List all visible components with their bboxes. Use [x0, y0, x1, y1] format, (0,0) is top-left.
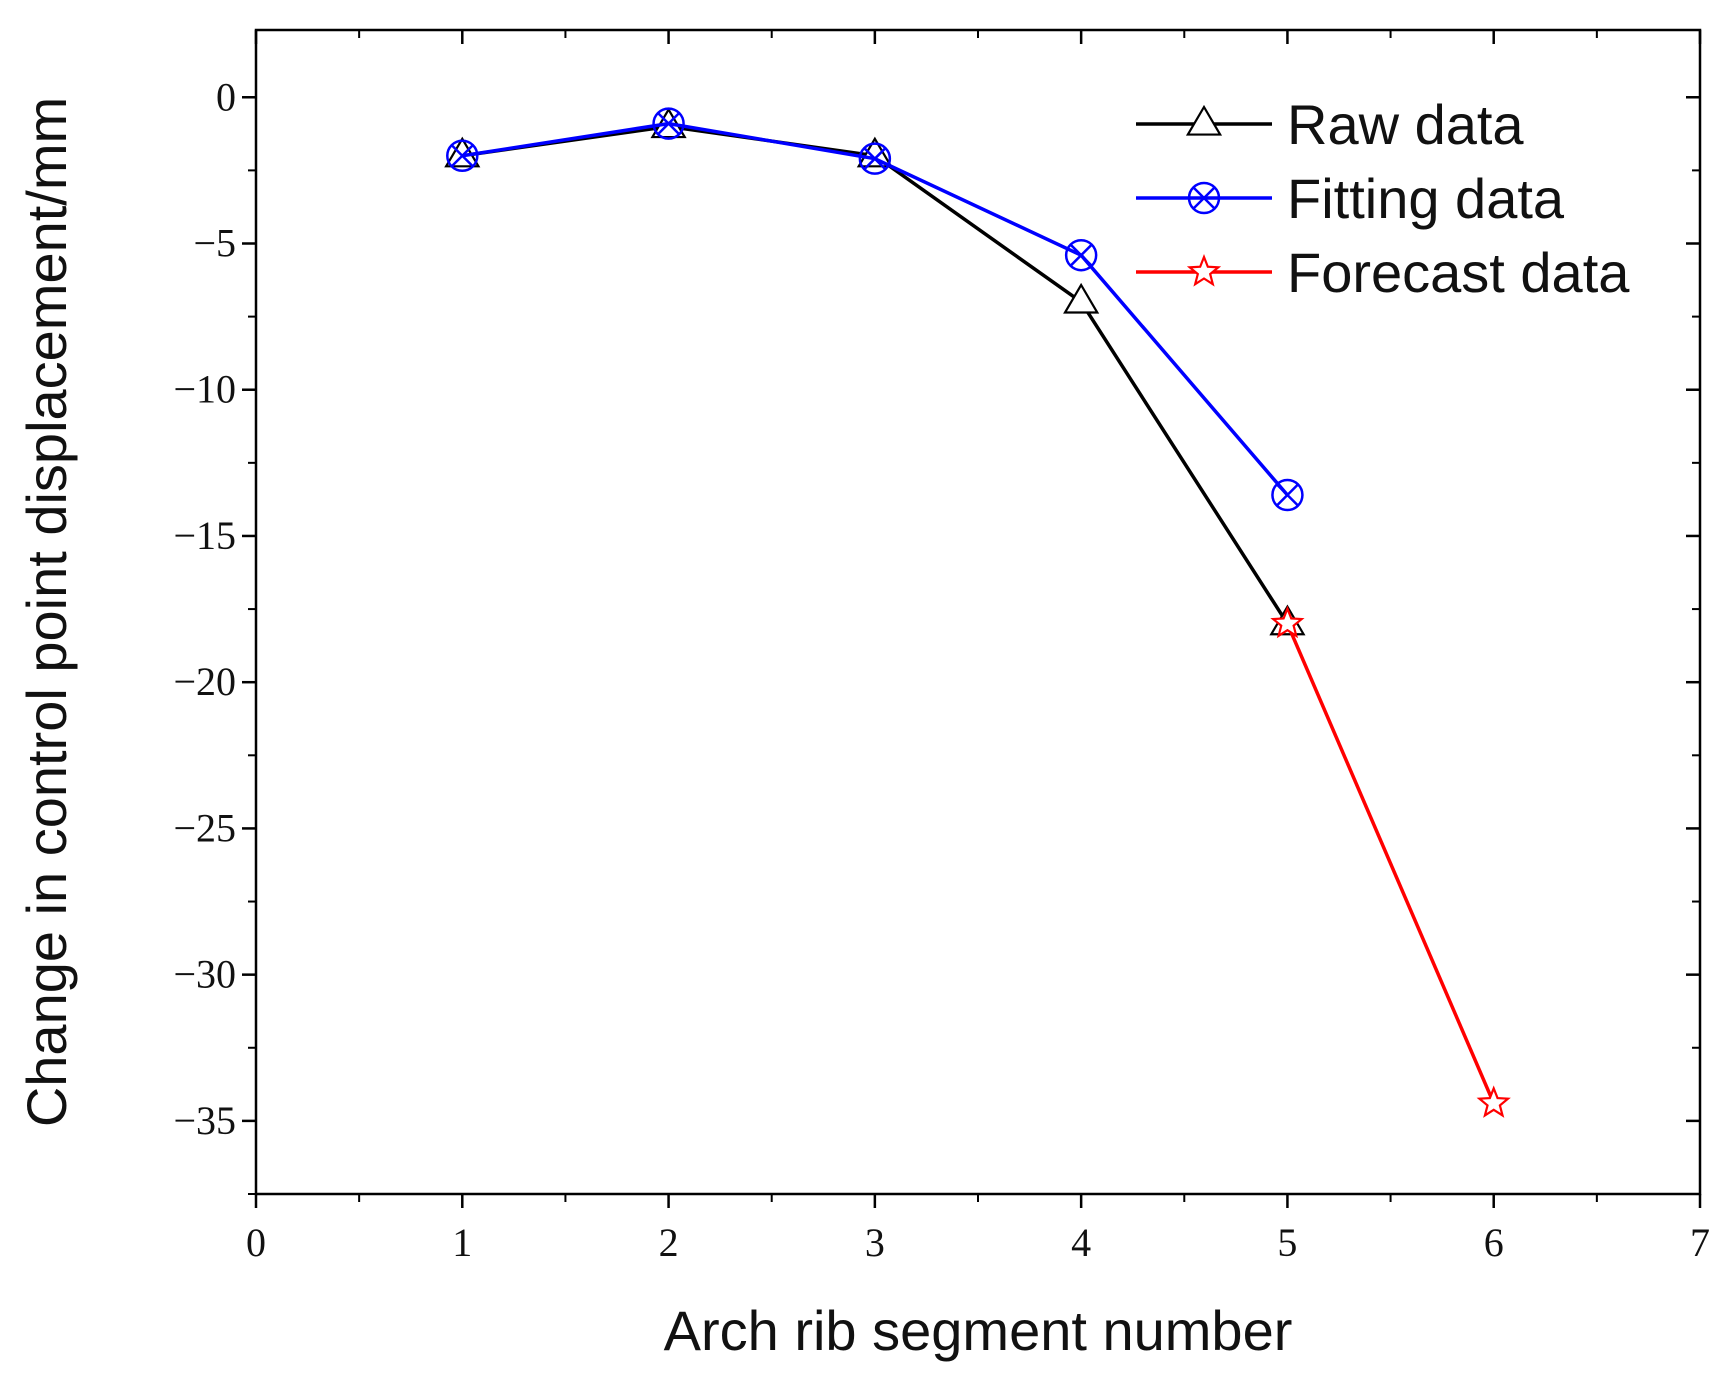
- data-point-ring: [446, 139, 479, 173]
- legend: Raw data Fitting data Forecast data: [1136, 93, 1630, 304]
- y-tick-label: −5: [193, 220, 236, 265]
- x-tick-label: 4: [1071, 1220, 1091, 1265]
- x-axis-title: Arch rib segment number: [664, 1299, 1293, 1362]
- y-tick-label: −15: [173, 513, 236, 558]
- data-point-cross-b: [450, 144, 474, 168]
- axis-tick-labels: 0 1 2 3 4 5 6 7 0 −5 −10 −15 −20 −25 −30 −35: [173, 74, 1710, 1265]
- x-tick-label: 6: [1484, 1220, 1504, 1265]
- legend-label: Forecast data: [1287, 241, 1630, 304]
- y-tick-label: −25: [173, 805, 236, 850]
- x-tick-label: 7: [1690, 1220, 1710, 1265]
- legend-swatch-marker-ring: [1187, 181, 1221, 215]
- data-point: [1271, 478, 1304, 512]
- data-point-cross-b: [657, 112, 680, 135]
- y-tick-label: 0: [216, 74, 236, 119]
- data-point-cross-b: [863, 147, 887, 171]
- data-point-cross-b: [1069, 243, 1093, 267]
- data-point: [856, 136, 893, 168]
- legend-item: Forecast data: [1136, 241, 1630, 304]
- legend-swatch-marker: [1187, 181, 1221, 215]
- data-point: [444, 136, 481, 168]
- data-point: [858, 142, 892, 175]
- data-point-ring: [652, 107, 685, 140]
- data-point: [446, 139, 479, 173]
- x-tick-label: 5: [1277, 1220, 1297, 1265]
- x-tick-label: 0: [246, 1220, 266, 1265]
- data-point: [1476, 1085, 1511, 1118]
- series-forecast-data: [1270, 605, 1511, 1118]
- legend-item: Fitting data: [1136, 167, 1565, 230]
- legend-label: Fitting data: [1287, 167, 1565, 230]
- data-point-ring: [1064, 238, 1098, 272]
- legend-swatch-marker: [1185, 104, 1223, 136]
- legend-label: Raw data: [1287, 93, 1524, 156]
- data-point-ring: [858, 142, 892, 175]
- data-point-cross-b: [1276, 483, 1299, 507]
- y-axis-title: Change in control point displacement/mm: [15, 97, 78, 1127]
- series-raw-data: [444, 107, 1306, 636]
- data-point: [1270, 605, 1305, 639]
- y-tick-label: −20: [173, 659, 236, 704]
- y-tick-label: −30: [173, 952, 236, 997]
- series-line: [462, 124, 1289, 625]
- data-point: [1063, 282, 1100, 314]
- y-tick-label: −10: [173, 367, 236, 412]
- legend-swatch-marker: [1186, 253, 1222, 287]
- data-point: [1064, 238, 1098, 272]
- x-tick-label: 3: [865, 1220, 885, 1265]
- data-series: [444, 107, 1511, 1118]
- series-line: [1285, 623, 1496, 1105]
- data-point: [652, 107, 685, 140]
- data-point-ring: [1271, 478, 1304, 512]
- legend-item: Raw data: [1136, 93, 1524, 156]
- x-tick-label: 2: [659, 1220, 679, 1265]
- series-fitting-data: [446, 107, 1304, 512]
- axis-ticks: [242, 30, 1702, 1208]
- x-tick-label: 1: [452, 1220, 472, 1265]
- series-line: [462, 121, 1289, 497]
- legend-swatch-marker-cross-b: [1192, 186, 1216, 210]
- y-tick-label: −35: [173, 1098, 236, 1143]
